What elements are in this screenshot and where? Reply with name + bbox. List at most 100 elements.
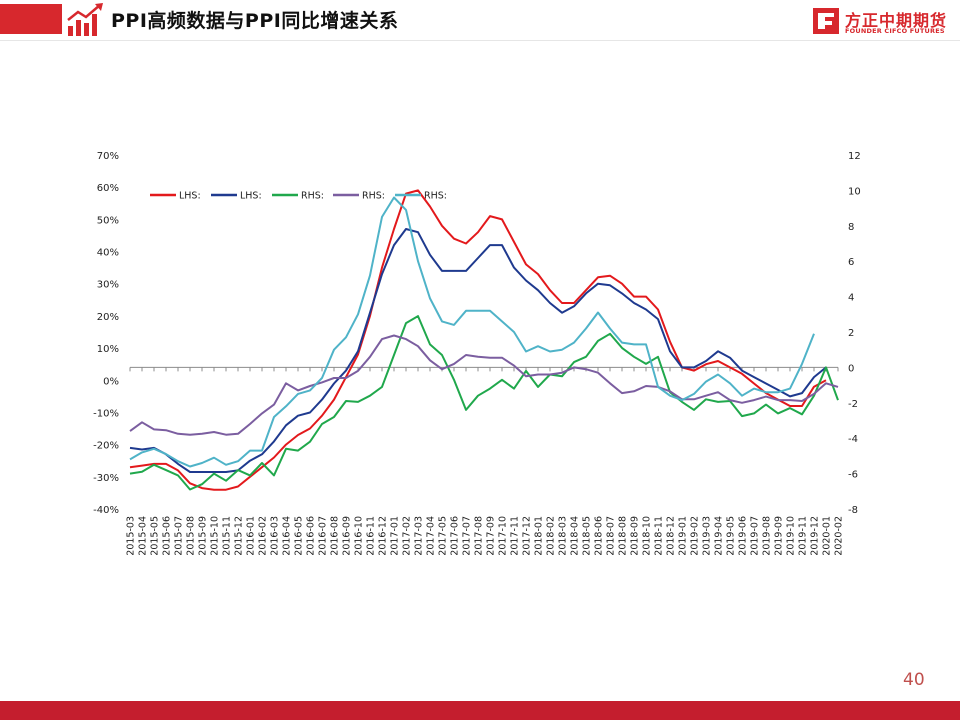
- x-tick-label: 2016-07: [318, 516, 329, 556]
- x-tick-label: 2016-04: [282, 516, 293, 556]
- series-line-3: [129, 315, 839, 491]
- right-axis-tick-labels: 12 10 8 6 4 2 0 -2 -4 -6 -8: [848, 151, 861, 516]
- left-tick-label: -40%: [93, 505, 119, 516]
- x-tick-label: 2016-10: [354, 516, 365, 556]
- x-tick-label: 2018-09: [630, 516, 641, 556]
- right-tick-label: 0: [848, 363, 854, 374]
- right-tick-label: 12: [848, 151, 861, 162]
- x-tick-label: 2015-03: [126, 516, 137, 556]
- x-tick-label: 2019-09: [774, 516, 785, 556]
- company-logo: 方正中期期货 FOUNDER CIFCO FUTURES: [812, 7, 948, 39]
- left-tick-label: -20%: [93, 441, 119, 452]
- left-tick-label: 50%: [97, 215, 119, 226]
- left-tick-label: 20%: [97, 312, 119, 323]
- x-tick-label: 2018-07: [606, 516, 617, 556]
- x-tick-label: 2017-07: [462, 516, 473, 556]
- x-tick-label: 2017-05: [438, 516, 449, 556]
- x-tick-label: 2015-12: [234, 516, 245, 556]
- x-tick-label: 2015-05: [150, 516, 161, 556]
- chart-legend: LHS: LHS: RHS: RHS: RHS:: [150, 191, 447, 202]
- page-number: 40: [903, 670, 925, 690]
- header-divider: [0, 40, 960, 41]
- x-tick-label: 2017-12: [522, 516, 533, 556]
- page-title: PPI高频数据与PPI同比增速关系: [111, 10, 399, 32]
- series-line-5: [129, 196, 815, 468]
- x-tick-label: 2015-08: [186, 516, 197, 556]
- x-axis-tick-labels: 2015-03 2015-04 2015-05 2015-06 2015-07 2015-…: [126, 516, 845, 556]
- x-tick-label: 2016-01: [246, 516, 257, 556]
- x-tick-label: 2019-05: [726, 516, 737, 556]
- series-line-1: [129, 189, 827, 491]
- right-tick-label: -8: [848, 505, 858, 516]
- right-tick-label: 4: [848, 293, 854, 304]
- right-tick-label: -6: [848, 470, 858, 481]
- x-tick-label: 2017-02: [402, 516, 413, 556]
- logo-chinese-name: 方正中期期货: [845, 11, 948, 30]
- x-tick-label: 2019-12: [810, 516, 821, 556]
- growth-chart-icon: [67, 3, 103, 36]
- x-tick-label: 2015-07: [174, 516, 185, 556]
- series-lines: [129, 189, 839, 491]
- right-tick-label: 2: [848, 328, 854, 339]
- x-tick-label: 2019-01: [678, 516, 689, 556]
- x-tick-label: 2017-06: [450, 516, 461, 556]
- x-tick-label: 2017-03: [414, 516, 425, 556]
- x-tick-label: 2018-12: [666, 516, 677, 556]
- x-tick-label: 2016-12: [378, 516, 389, 556]
- x-tick-label: 2019-08: [762, 516, 773, 556]
- x-tick-label: 2018-11: [654, 516, 665, 556]
- series-line-2: [129, 228, 827, 473]
- right-tick-label: 6: [848, 257, 854, 268]
- left-tick-label: -10%: [93, 408, 119, 419]
- x-tick-label: 2017-01: [390, 516, 401, 556]
- x-tick-label: 2015-09: [198, 516, 209, 556]
- left-tick-label: 70%: [97, 151, 119, 162]
- x-tick-label: 2018-06: [594, 516, 605, 556]
- right-tick-label: -2: [848, 399, 858, 410]
- slide-header: PPI高频数据与PPI同比增速关系 方正中期期货 FOUNDER CIFCO F…: [0, 0, 960, 44]
- x-tick-label: 2018-03: [558, 516, 569, 556]
- left-tick-label: 0%: [103, 376, 119, 387]
- x-tick-label: 2019-06: [738, 516, 749, 556]
- right-tick-label: 10: [848, 186, 861, 197]
- x-tick-label: 2018-02: [546, 516, 557, 556]
- left-tick-label: 40%: [97, 248, 119, 259]
- x-tick-label: 2016-03: [270, 516, 281, 556]
- left-tick-label: 60%: [97, 183, 119, 194]
- x-tick-label: 2018-08: [618, 516, 629, 556]
- left-axis-tick-labels: 70% 60% 50% 40% 30% 20% 10% 0% -10% -20% -30% -40%: [93, 151, 119, 516]
- x-tick-label: 2015-06: [162, 516, 173, 556]
- x-tick-label: 2017-10: [498, 516, 509, 556]
- right-tick-label: 8: [848, 222, 854, 233]
- x-tick-label: 2019-07: [750, 516, 761, 556]
- x-tick-label: 2015-11: [222, 516, 233, 556]
- series-line-4: [129, 334, 839, 436]
- legend-label-2: LHS:: [240, 191, 262, 202]
- x-tick-label: 2018-05: [582, 516, 593, 556]
- title-accent-bar: [0, 4, 62, 34]
- x-tick-label: 2019-02: [690, 516, 701, 556]
- x-tick-label: 2018-10: [642, 516, 653, 556]
- x-tick-label: 2019-03: [702, 516, 713, 556]
- x-tick-label: 2017-09: [486, 516, 497, 556]
- x-tick-label: 2017-11: [510, 516, 521, 556]
- left-tick-label: 10%: [97, 344, 119, 355]
- x-tick-label: 2018-04: [570, 516, 581, 556]
- founder-logo-icon: [813, 8, 839, 34]
- x-tick-label: 2017-04: [426, 516, 437, 556]
- x-tick-label: 2015-04: [138, 516, 149, 556]
- x-tick-label: 2017-08: [474, 516, 485, 556]
- x-tick-label: 2015-10: [210, 516, 221, 556]
- legend-label-3: RHS:: [301, 191, 324, 202]
- x-tick-label: 2016-06: [306, 516, 317, 556]
- x-tick-label: 2016-11: [366, 516, 377, 556]
- x-tick-label: 2020-01: [822, 516, 833, 556]
- x-tick-label: 2016-05: [294, 516, 305, 556]
- x-tick-label: 2018-01: [534, 516, 545, 556]
- left-tick-label: 30%: [97, 280, 119, 291]
- x-tick-label: 2020-02: [834, 516, 845, 556]
- x-tick-label: 2019-10: [786, 516, 797, 556]
- x-tick-label: 2019-11: [798, 516, 809, 556]
- x-tick-label: 2016-02: [258, 516, 269, 556]
